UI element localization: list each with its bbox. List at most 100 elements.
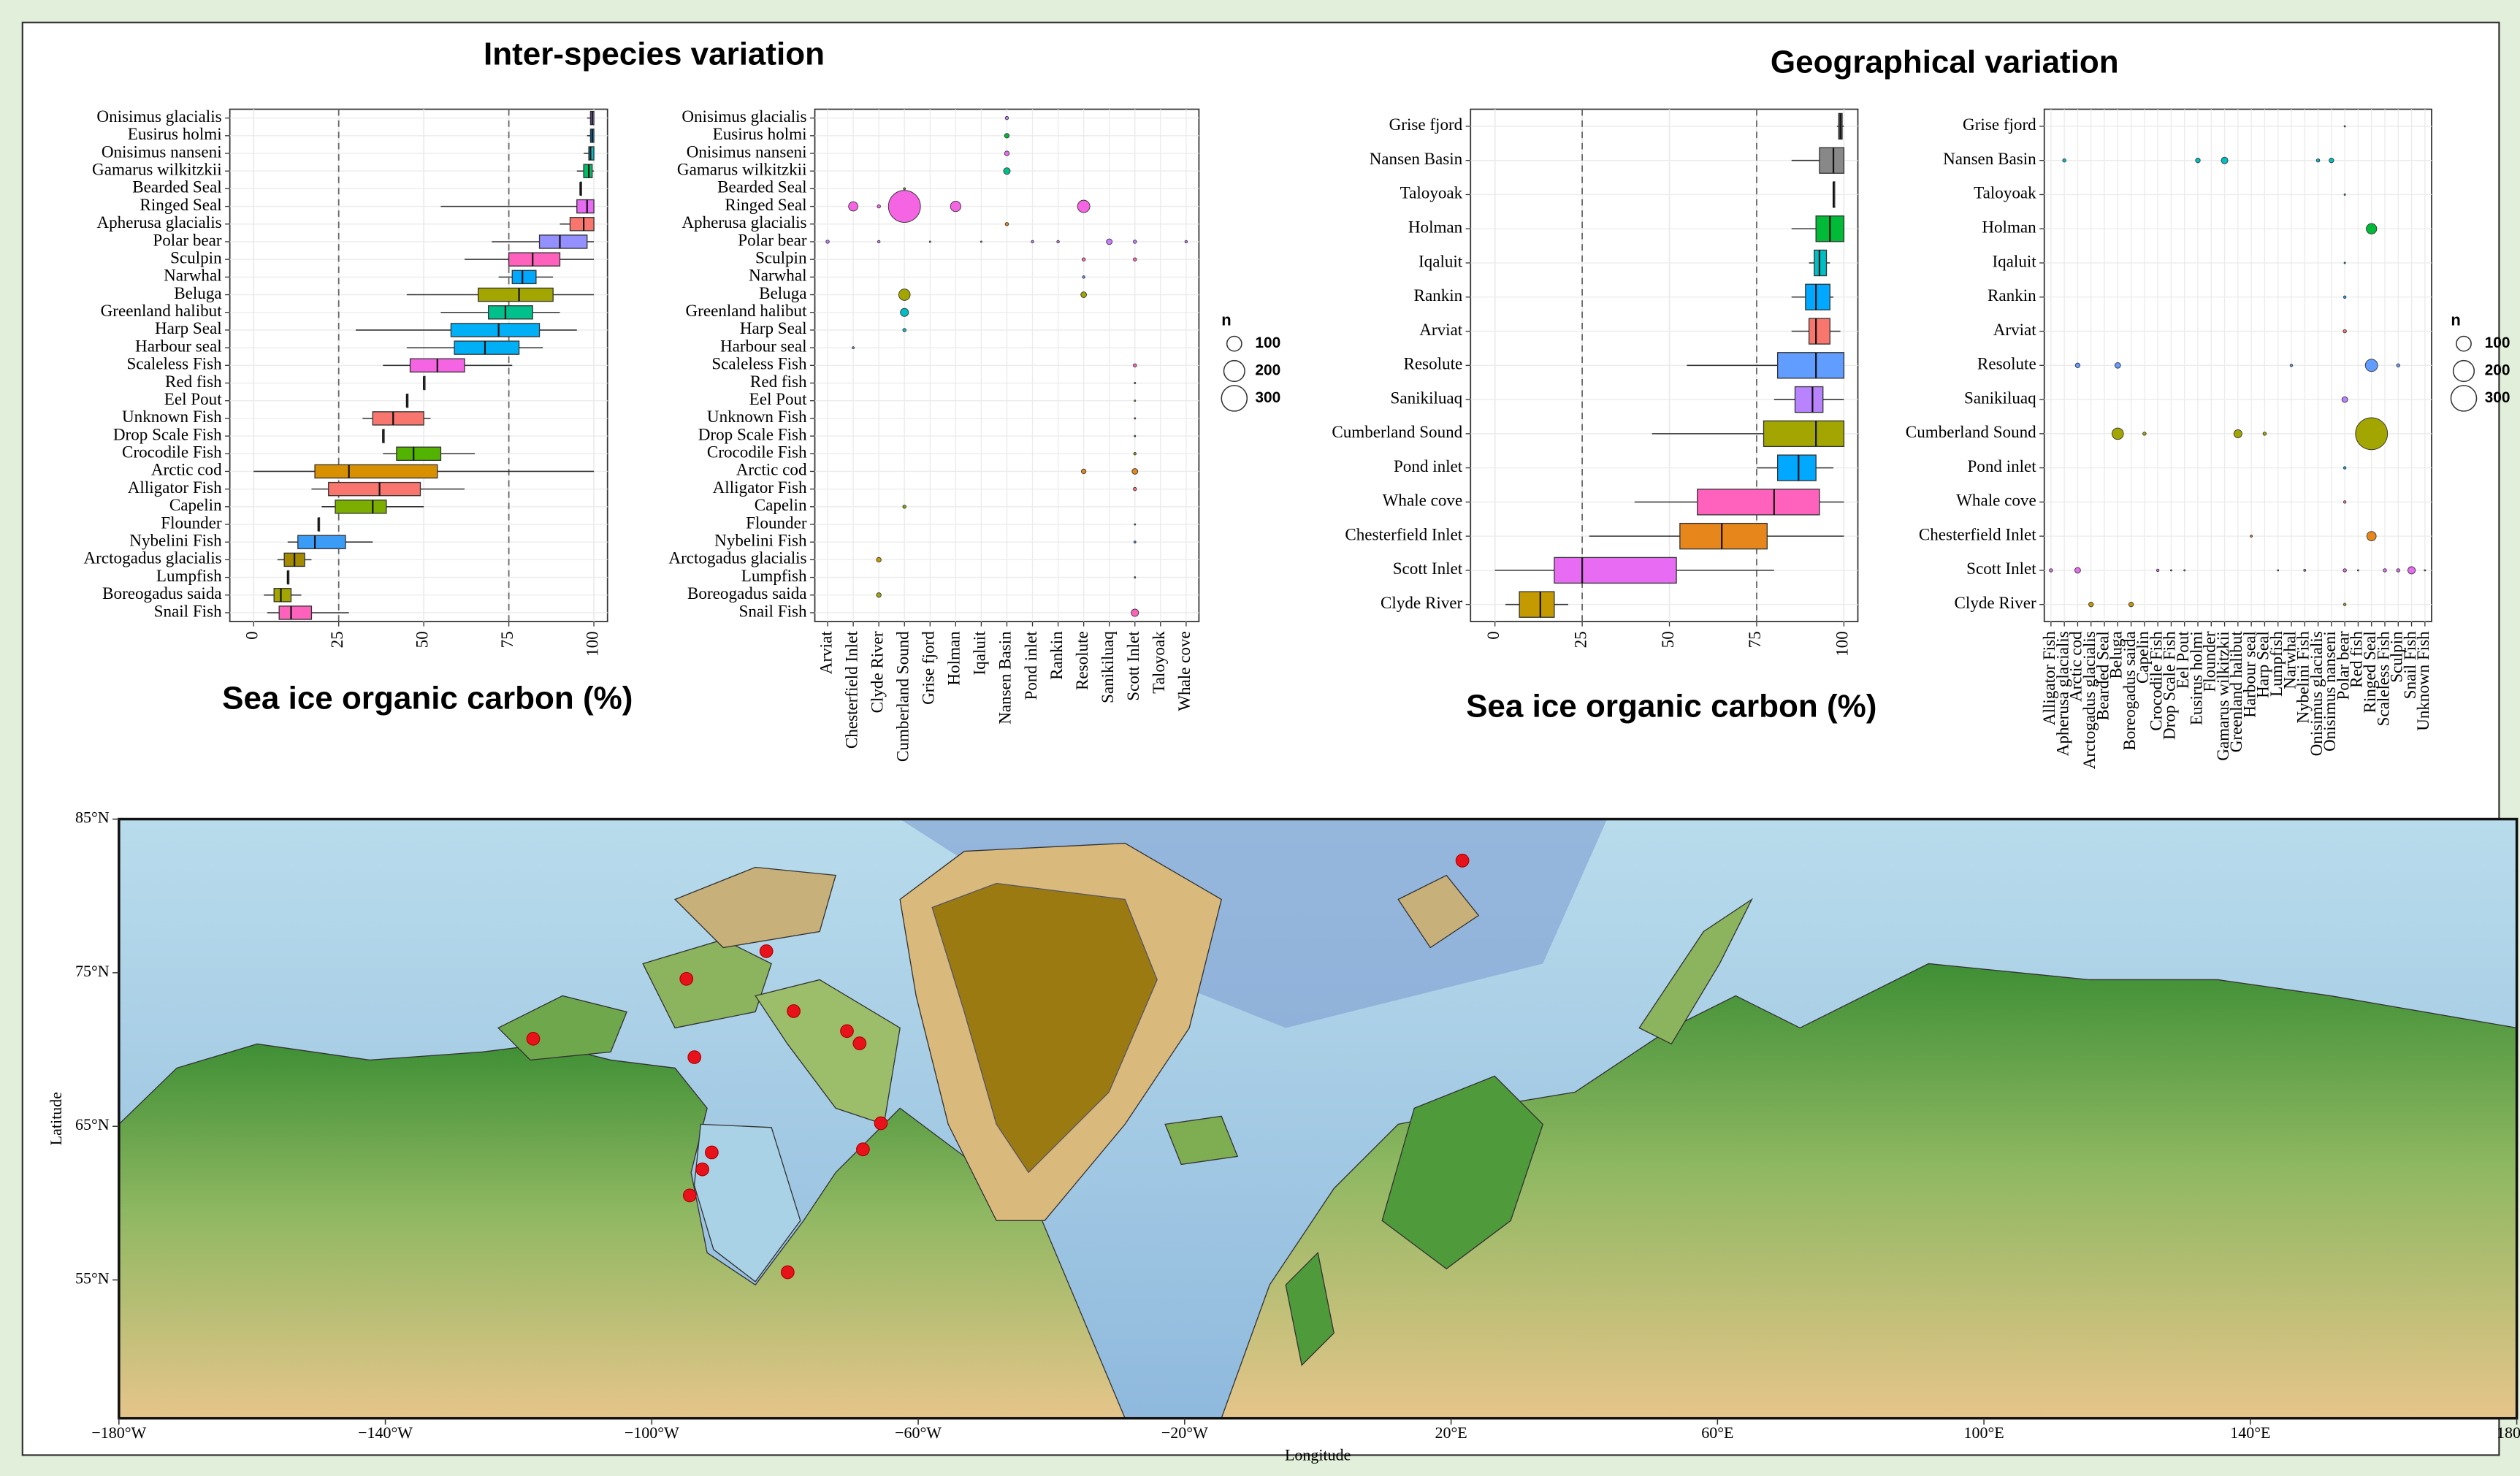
box (329, 483, 421, 496)
y-tick-label: Nybelini Fish (129, 531, 222, 550)
bubble (888, 191, 920, 223)
bubble (1005, 116, 1009, 120)
y-tick-label: Clyde River (1381, 593, 1463, 612)
y-tick-label: Greenland halibut (101, 301, 223, 320)
bubble (2397, 569, 2400, 573)
y-tick-label: Arctic cod (151, 460, 222, 479)
y-tick-label: Boreogadus saida (687, 584, 806, 603)
y-tick-label: Clyde River (1955, 593, 2037, 612)
y-tick-label: Nansen Basin (1943, 149, 2036, 168)
bubble (2357, 570, 2359, 571)
box (451, 324, 539, 337)
box (1764, 421, 1844, 446)
x-axis-label: Longitude (1285, 1446, 1351, 1464)
bubble (1004, 151, 1009, 156)
figure: Onisimus glacialisEusirus holmiOnisimus … (0, 0, 2520, 1476)
bubble (1133, 258, 1137, 261)
y-tick-label: Arctogadus glacialis (84, 548, 222, 567)
y-tick-label: Onisimus glacialis (681, 107, 806, 126)
x-tick-label: 140°E (2230, 1423, 2270, 1442)
x-tick-label: Grise fjord (919, 631, 938, 705)
x-tick-label: 20°E (1435, 1423, 1467, 1442)
x-tick-label: Rankin (1047, 631, 1066, 680)
bubble (1134, 541, 1136, 543)
box (1680, 524, 1767, 549)
bubble (950, 201, 961, 211)
y-tick-label: Harp Seal (155, 318, 222, 337)
bubble (2063, 158, 2066, 162)
bubble (877, 240, 880, 243)
x-tick-label: −20°W (1161, 1423, 1208, 1442)
y-tick-label: Scaleless Fish (126, 354, 222, 373)
y-tick-label: Arctic cod (736, 460, 807, 479)
x-tick-label: 100 (1833, 631, 1852, 657)
y-tick-label: Chesterfield Inlet (1919, 524, 2036, 543)
y-tick-label: Whale cove (1956, 491, 2036, 510)
y-tick-label: Bearded Seal (717, 177, 806, 196)
y-tick-label: Harbour seal (135, 336, 222, 355)
bubble (2263, 432, 2267, 436)
y-tick-label: Alligator Fish (713, 478, 807, 497)
bubble (2365, 359, 2378, 372)
box (279, 606, 311, 619)
bubble (1081, 469, 1085, 473)
y-tick-label: Arviat (1419, 320, 1463, 339)
x-tick-label: 50 (1658, 631, 1677, 648)
bubble (1031, 240, 1034, 243)
y-tick-label: Sanikiluaq (1964, 388, 2036, 407)
bubble (2221, 157, 2228, 164)
x-tick-label: 25 (327, 631, 346, 648)
bubble (2344, 126, 2345, 127)
bubble (1057, 240, 1060, 243)
y-tick-label: Scott Inlet (1966, 559, 2036, 578)
y-tick-label: Narwhal (749, 266, 806, 285)
y-tick-label: Holman (1982, 218, 2036, 237)
x-tick-label: Arviat (816, 631, 835, 675)
y-tick-label: Ringed Seal (725, 195, 806, 214)
y-tick-label: Drop Scale Fish (698, 424, 807, 443)
bubble (2424, 570, 2426, 571)
sampling-site (857, 1143, 870, 1156)
box (1820, 148, 1844, 173)
bubble (1082, 258, 1085, 261)
y-tick-label: Snail Fish (154, 601, 222, 620)
bubble (904, 188, 906, 190)
bubble (1134, 400, 1136, 402)
y-tick-label: Capelin (169, 495, 222, 514)
y-tick-label: Gamarus wilkitzkii (677, 160, 807, 179)
y-tick-label: Unknown Fish (707, 407, 807, 426)
bubble (852, 347, 855, 349)
bubble (2075, 567, 2081, 573)
bubble (901, 308, 909, 316)
legend-label: 200 (1255, 362, 1280, 379)
bubble (1133, 487, 1137, 491)
y-tick-label: Onisimus glacialis (96, 107, 221, 126)
box (373, 412, 424, 425)
bubble (2397, 364, 2400, 367)
bubble (1185, 240, 1188, 243)
y-tick-label: 55°N (75, 1269, 110, 1288)
x-tick-label: Holman (944, 631, 963, 686)
y-tick-label: Whale cove (1383, 491, 1463, 510)
y-tick-label: Iqaluit (1419, 251, 1463, 270)
bubble (2343, 467, 2346, 470)
box (1795, 387, 1823, 413)
bubble (2234, 429, 2242, 437)
x-tick-label: Unknown Fish (2413, 631, 2432, 731)
sampling-site (760, 945, 773, 958)
bubble (2343, 501, 2346, 504)
box (274, 589, 291, 602)
y-tick-label: Red fish (750, 372, 807, 391)
x-tick-label: −180°W (91, 1423, 146, 1442)
bubble (2143, 432, 2147, 436)
x-tick-label: 75 (497, 631, 516, 648)
bubble (2075, 363, 2080, 367)
y-tick-label: Arctogadus glacialis (668, 548, 806, 567)
y-tick-label: Beluga (174, 283, 221, 302)
bubble (1134, 577, 1136, 578)
y-tick-label: Bearded Seal (132, 177, 221, 196)
bubble (2115, 362, 2120, 368)
bubble (877, 593, 881, 597)
legend-title: n (1221, 311, 1231, 329)
box (577, 200, 594, 213)
